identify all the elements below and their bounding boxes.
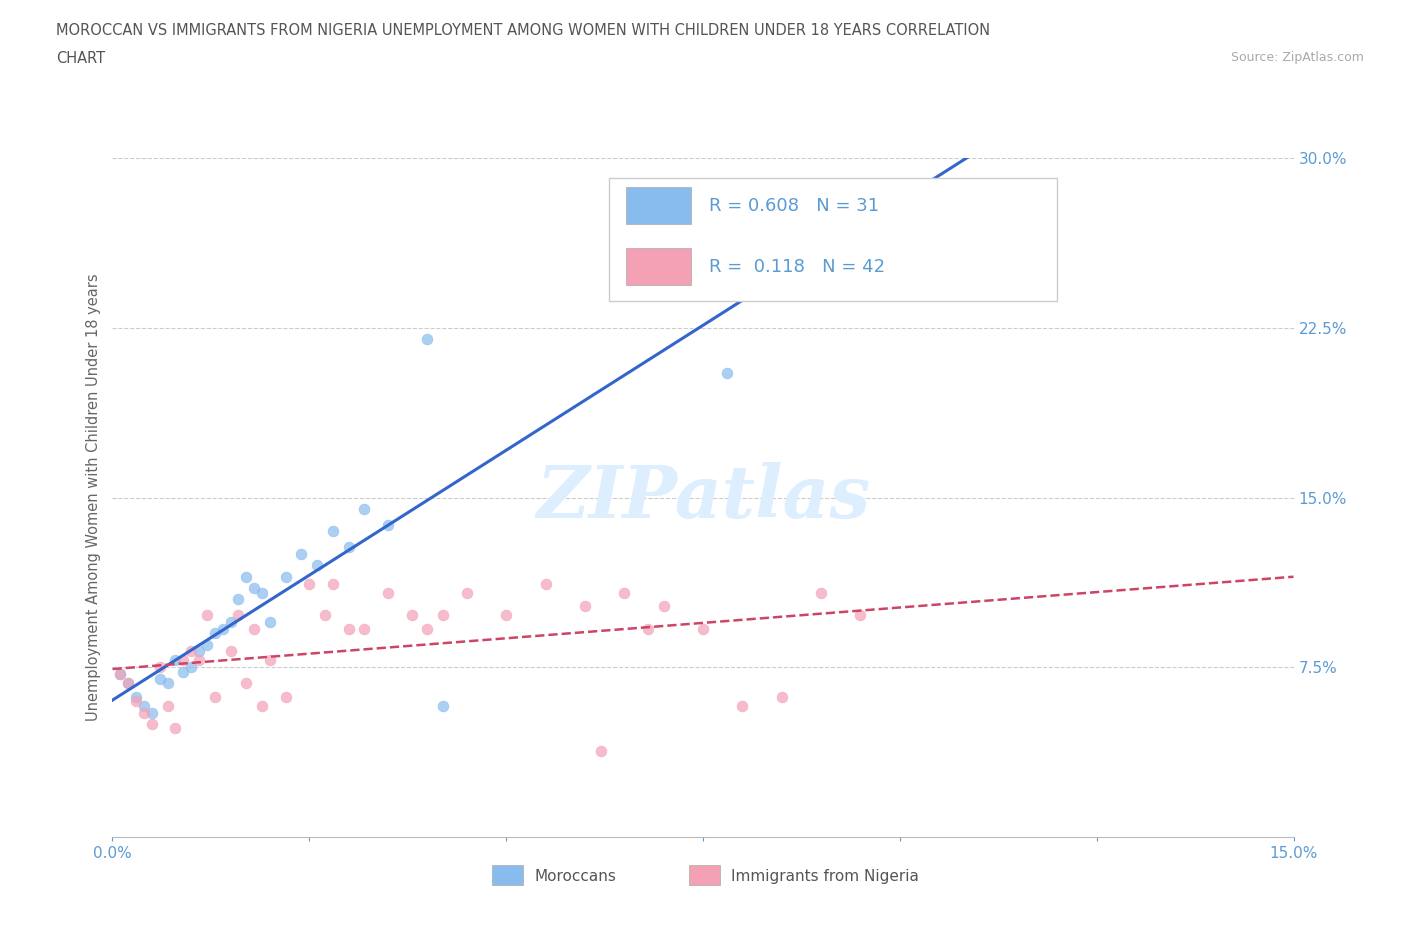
Point [235,676,257,691]
Point [180,644,202,658]
Text: CHART: CHART [56,51,105,66]
Point [117,676,139,691]
Point [165,653,187,668]
Y-axis label: Unemployment Among Women with Children Under 18 years: Unemployment Among Women with Children U… [86,273,101,722]
Point [377,517,399,532]
Point [770,219,793,233]
Point [228,592,250,607]
FancyBboxPatch shape [626,187,692,224]
Point [211,621,233,636]
Point [141,705,163,720]
Point [250,585,273,600]
Point [692,621,714,636]
Point [195,637,218,652]
Point [188,653,211,668]
Point [180,660,202,675]
Point [188,644,211,658]
Point [235,569,257,584]
Point [274,689,297,704]
Point [307,558,329,573]
Text: MOROCCAN VS IMMIGRANTS FROM NIGERIA UNEMPLOYMENT AMONG WOMEN WITH CHILDREN UNDER: MOROCCAN VS IMMIGRANTS FROM NIGERIA UNEM… [56,23,990,38]
Point [141,716,163,731]
Point [377,585,399,600]
Point [149,671,172,686]
Point [298,576,321,591]
Point [259,615,281,630]
Point [204,689,226,704]
Point [172,653,194,668]
Point [574,599,596,614]
Point [243,580,266,595]
Point [731,698,754,713]
Point [589,744,612,759]
Point [337,621,360,636]
Point [132,705,155,720]
Point [219,615,242,630]
Point [125,689,148,704]
Point [132,698,155,713]
Point [314,608,336,623]
Point [110,667,132,682]
Point [204,626,226,641]
Point [716,365,738,380]
Point [110,667,132,682]
Text: ZIPatlas: ZIPatlas [536,462,870,533]
Point [156,676,179,691]
Point [228,608,250,623]
Point [322,524,344,538]
Point [534,576,557,591]
Point [416,621,439,636]
Point [274,569,297,584]
Point [243,621,266,636]
Text: R = 0.608   N = 31: R = 0.608 N = 31 [709,196,879,215]
Point [770,689,793,704]
Point [613,585,636,600]
FancyBboxPatch shape [626,248,692,286]
Text: Immigrants from Nigeria: Immigrants from Nigeria [731,870,920,884]
Text: R =  0.118   N = 42: R = 0.118 N = 42 [709,258,884,275]
Point [849,608,872,623]
Point [219,644,242,658]
Point [495,608,517,623]
Point [810,585,832,600]
Point [637,621,659,636]
Point [149,660,172,675]
Point [259,653,281,668]
Point [125,694,148,709]
Point [250,698,273,713]
Point [290,547,312,562]
Point [456,585,478,600]
Point [353,621,375,636]
Point [416,332,439,347]
FancyBboxPatch shape [609,179,1057,300]
Point [172,664,194,679]
Point [353,501,375,516]
Point [156,698,179,713]
Text: Source: ZipAtlas.com: Source: ZipAtlas.com [1230,51,1364,64]
Point [195,608,218,623]
Text: Moroccans: Moroccans [534,870,616,884]
Point [401,608,423,623]
Point [652,599,675,614]
Point [322,576,344,591]
Point [165,721,187,736]
Point [117,676,139,691]
Point [432,608,454,623]
Point [337,540,360,555]
Point [432,698,454,713]
